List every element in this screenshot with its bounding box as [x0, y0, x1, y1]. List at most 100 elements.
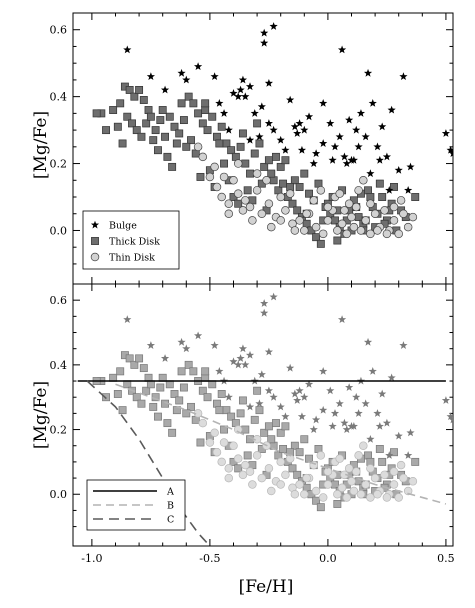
data-point-star [385, 186, 394, 194]
data-point-circle [323, 202, 333, 212]
data-point-square [175, 396, 184, 405]
data-point-star [406, 162, 415, 171]
data-point-circle [351, 467, 361, 476]
data-point-square [182, 409, 191, 418]
data-point-square [390, 448, 398, 457]
data-point-circle [408, 212, 418, 222]
data-point-circle [281, 470, 290, 480]
data-point-square [125, 86, 134, 94]
data-point-star [255, 132, 264, 141]
data-point-star [146, 341, 155, 349]
data-point-square [118, 406, 127, 415]
data-point-square [272, 419, 280, 428]
data-point-star [319, 367, 328, 375]
data-point-star [238, 344, 248, 353]
data-point-circle [373, 226, 382, 235]
data-point-circle [403, 486, 413, 496]
data-point-square [175, 129, 184, 138]
data-point-circle [276, 216, 285, 225]
data-point-circle [300, 489, 309, 499]
data-point-square [189, 367, 198, 376]
data-point-star [297, 412, 307, 421]
data-point-square [163, 152, 172, 161]
data-point-star [250, 109, 259, 117]
data-point-square [390, 183, 398, 191]
data-point-circle [373, 489, 382, 499]
data-point-star [304, 379, 314, 388]
data-point-square [156, 383, 165, 392]
data-point-circle [193, 142, 203, 152]
data-point-square [267, 435, 276, 444]
data-point-square [253, 386, 262, 395]
data-point-square [139, 96, 148, 104]
data-point-circle [198, 418, 208, 428]
data-point-star [404, 186, 413, 194]
data-point-square [116, 99, 125, 108]
data-point-star [394, 431, 403, 440]
data-point-square [281, 156, 290, 165]
legend-label: A [166, 487, 174, 498]
data-point-star [234, 360, 243, 369]
data-point-circle [267, 486, 276, 496]
data-point-star [177, 337, 186, 346]
data-point-circle [342, 229, 352, 239]
data-point-square [288, 464, 297, 473]
data-point-star [347, 155, 356, 164]
data-point-square [194, 109, 203, 118]
data-point-star [257, 370, 266, 379]
data-point-star [210, 72, 219, 81]
data-point-circle [241, 196, 250, 205]
data-point-square [295, 183, 304, 191]
data-point-square [135, 354, 144, 363]
data-point-star [269, 392, 278, 401]
data-point-circle [311, 222, 321, 232]
data-point-circle [248, 216, 257, 225]
data-point-square [375, 179, 384, 188]
data-point-square [213, 132, 221, 141]
data-point-square [187, 136, 195, 145]
data-point-circle [281, 206, 290, 215]
data-point-square [149, 136, 158, 145]
data-point-star [354, 142, 363, 151]
data-point-circle [205, 438, 215, 447]
data-point-square [264, 156, 273, 165]
x-axis-title: [Fe/H] [239, 577, 294, 597]
data-point-star [269, 125, 278, 134]
x-tick-label: -0.5 [199, 552, 220, 565]
data-point-circle [267, 222, 276, 232]
data-point-star [182, 344, 191, 353]
data-point-circle [248, 480, 257, 489]
data-point-square [151, 126, 160, 135]
y-axis-title-top: [Mg/Fe] [31, 111, 51, 179]
data-point-circle [335, 454, 344, 463]
data-point-circle [276, 192, 285, 202]
data-point-star [387, 105, 396, 114]
data-point-star [194, 331, 203, 340]
data-point-square [276, 428, 285, 437]
data-point-star [245, 402, 255, 411]
data-point-circle [359, 176, 368, 185]
data-point-square [198, 119, 207, 128]
data-point-circle [333, 226, 342, 235]
data-point-square [364, 186, 372, 195]
data-point-star [245, 350, 255, 359]
data-point-circle [224, 473, 234, 483]
data-point-square [172, 139, 181, 148]
data-point-square [196, 172, 205, 181]
data-point-star [319, 99, 328, 107]
data-point-star [335, 132, 344, 141]
data-point-square [123, 112, 132, 121]
data-point-square [295, 448, 304, 457]
data-point-star [404, 451, 413, 459]
data-point-star [345, 115, 354, 124]
data-point-circle [245, 202, 255, 212]
data-point-star [264, 78, 273, 87]
data-point-circle [333, 489, 342, 499]
data-point-star [312, 149, 321, 157]
data-point-square [305, 189, 313, 198]
data-point-star [123, 45, 132, 54]
data-point-circle [354, 451, 363, 460]
data-layer [77, 292, 453, 546]
model-line-B [115, 383, 447, 505]
